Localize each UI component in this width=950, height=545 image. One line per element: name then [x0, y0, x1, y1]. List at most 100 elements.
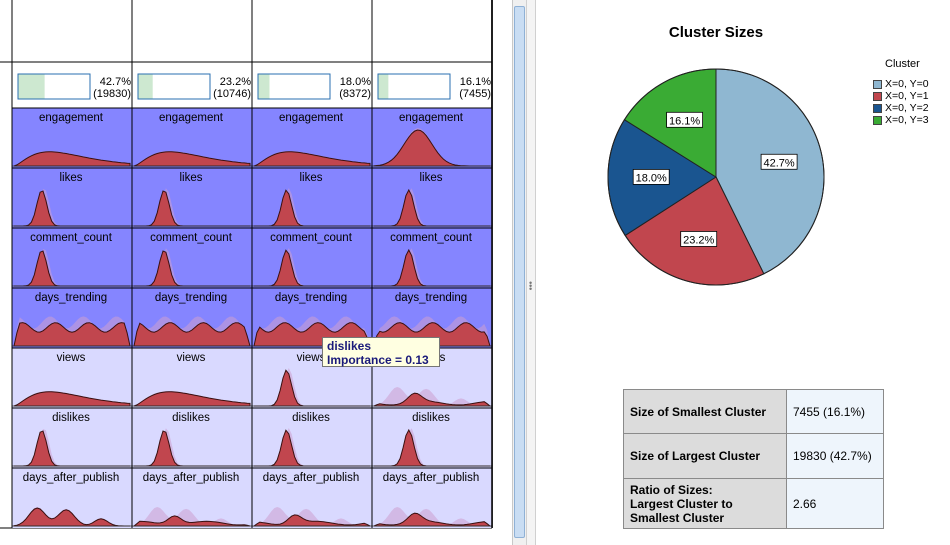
- feature-label: dislikes: [52, 412, 90, 424]
- summary-label-line: Smallest Cluster: [630, 510, 725, 525]
- pie-label-text: 16.1%: [669, 115, 700, 127]
- pie-label-text: 18.0%: [636, 172, 667, 184]
- cluster-size-bar: [377, 73, 451, 100]
- pane-splitter[interactable]: • • •: [526, 0, 536, 545]
- summary-row: Size of Largest Cluster 19830 (42.7%): [623, 433, 884, 479]
- feature-label: engagement: [159, 112, 224, 124]
- cluster-percent: 42.7%: [100, 76, 131, 88]
- feature-label: comment_count: [30, 232, 113, 244]
- feature-label: engagement: [279, 112, 344, 124]
- feature-label: likes: [419, 172, 442, 184]
- cluster-comparison-grid: 42.7% (19830) 23.2% (10746) 18.0% (8372) 16.1%…: [0, 0, 493, 529]
- cluster-distribution: [252, 514, 371, 527]
- feature-label: views: [177, 352, 206, 364]
- feature-label: engagement: [399, 112, 464, 124]
- tooltip-text: Importance = 0.13: [327, 353, 429, 367]
- feature-label: dislikes: [292, 412, 330, 424]
- pie-label-box: [680, 231, 718, 247]
- legend-swatch: [873, 79, 882, 89]
- feature-label: days_after_publish: [263, 472, 360, 484]
- pie-outline: [607, 68, 825, 286]
- chart-title: Cluster Sizes: [668, 24, 764, 41]
- cluster-size-pie: 42.7% 23.2% 18.0% 16.1%: [607, 68, 825, 286]
- feature-label: engagement: [39, 112, 104, 124]
- feature-label: views: [57, 352, 86, 364]
- feature-label: days_trending: [155, 292, 227, 304]
- summary-label-line: Largest Cluster to: [630, 496, 733, 511]
- vertical-scrollbar[interactable]: [512, 0, 526, 545]
- pie-label-box: [632, 169, 670, 185]
- cluster-size-bar-fill: [18, 74, 45, 99]
- pie-data-label: 18.0%: [632, 169, 670, 185]
- cluster-size-bar-fill: [138, 74, 153, 99]
- cluster-size-summary-table: Size of Smallest Cluster 7455 (16.1%) Si…: [623, 389, 884, 529]
- cluster-distribution: [373, 392, 492, 407]
- legend-item: X=0, Y=1: [873, 90, 929, 102]
- legend-item: X=0, Y=3: [873, 114, 929, 126]
- summary-label: Size of Smallest Cluster: [623, 389, 787, 434]
- pie-data-label: 42.7%: [760, 153, 798, 170]
- summary-row: Size of Smallest Cluster 7455 (16.1%): [623, 389, 884, 434]
- legend-item: X=0, Y=2: [873, 102, 929, 114]
- legend-label: X=0, Y=2: [885, 102, 929, 114]
- summary-label: Ratio of Sizes: Largest Cluster to Small…: [623, 478, 787, 529]
- feature-label: days_after_publish: [383, 472, 480, 484]
- legend-swatch: [873, 103, 882, 113]
- overall-distribution: [134, 507, 250, 526]
- feature-label: days_after_publish: [23, 472, 120, 484]
- feature-label: comment_count: [150, 232, 233, 244]
- pie-label-text: 23.2%: [683, 234, 714, 246]
- cluster-percent: 18.0%: [340, 76, 371, 88]
- cluster-count: (19830): [93, 88, 131, 100]
- grid-svg: 42.7%(19830) 23.2%(10746) 18.0%(8372) 16.1%…: [0, 0, 493, 529]
- feature-label: likes: [179, 172, 202, 184]
- cluster-count: (10746): [213, 88, 251, 100]
- splitter-grip-icon: • • •: [529, 278, 533, 294]
- legend-label: X=0, Y=0: [885, 78, 929, 90]
- cluster-size-bar-fill: [378, 74, 389, 99]
- pie-data-label: 23.2%: [680, 231, 718, 247]
- summary-value: 2.66: [786, 478, 884, 529]
- cluster-distribution: [133, 391, 251, 407]
- feature-label: likes: [299, 172, 322, 184]
- summary-label-line: Ratio of Sizes:: [630, 482, 713, 497]
- tooltip-title: dislikes: [327, 339, 372, 353]
- cluster-distribution: [373, 512, 492, 527]
- cluster-percent: 23.2%: [220, 76, 251, 88]
- legend-title: Cluster: [885, 58, 920, 70]
- pie-label-box: [666, 111, 704, 128]
- pie-data-label: 16.1%: [666, 111, 704, 128]
- feature-label: days_after_publish: [143, 472, 240, 484]
- legend-item: X=0, Y=0: [873, 78, 929, 90]
- cluster-distribution: [253, 151, 371, 167]
- cluster-distribution: [13, 322, 131, 347]
- cluster-count: (7455): [459, 88, 491, 100]
- overall-distribution: [374, 507, 490, 526]
- overall-distribution: [254, 507, 370, 526]
- summary-value: 7455 (16.1%): [786, 389, 884, 434]
- cluster-distribution: [133, 322, 251, 347]
- legend-label: X=0, Y=1: [885, 90, 929, 102]
- scrollbar-thumb[interactable]: [514, 6, 525, 538]
- cluster-size-bar: [257, 73, 331, 100]
- cluster-distribution: [13, 507, 130, 527]
- feature-label: comment_count: [390, 232, 473, 244]
- feature-label: days_trending: [275, 292, 347, 304]
- pie-label-text: 42.7%: [764, 157, 795, 169]
- summary-value: 19830 (42.7%): [786, 433, 884, 479]
- legend-label: X=0, Y=3: [885, 114, 929, 126]
- summary-row: Ratio of Sizes: Largest Cluster to Small…: [623, 478, 884, 529]
- cluster-count: (8372): [339, 88, 371, 100]
- feature-label: comment_count: [270, 232, 353, 244]
- feature-label: dislikes: [172, 412, 210, 424]
- feature-label: days_trending: [35, 292, 107, 304]
- cluster-size-bar-fill: [258, 74, 270, 99]
- cluster-distribution: [133, 151, 251, 167]
- cluster-percent: 16.1%: [460, 76, 491, 88]
- chart-legend: X=0, Y=0 X=0, Y=1 X=0, Y=2 X=0, Y=3: [873, 78, 929, 126]
- feature-label: views: [297, 352, 326, 364]
- importance-tooltip: dislikes Importance = 0.13: [322, 337, 440, 367]
- cluster-distribution: [13, 151, 131, 167]
- cluster-sizes-panel: Cluster Sizes 42.7% 23.2% 18.0% 16.1% Clust…: [537, 0, 950, 545]
- overall-distribution: [374, 387, 490, 406]
